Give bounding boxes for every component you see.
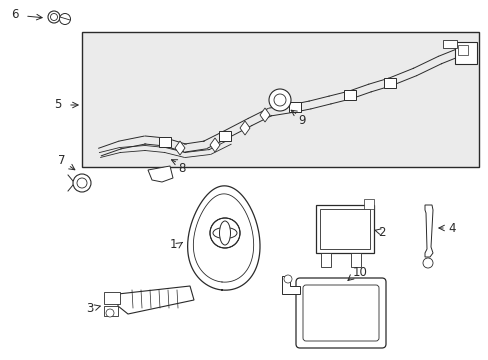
- Polygon shape: [175, 141, 184, 155]
- Text: 6: 6: [11, 9, 19, 22]
- Polygon shape: [118, 286, 194, 314]
- Bar: [454, 42, 476, 64]
- Text: 10: 10: [352, 266, 366, 279]
- Text: 9: 9: [298, 113, 305, 126]
- Circle shape: [48, 11, 60, 23]
- Bar: [350, 253, 360, 267]
- Polygon shape: [148, 166, 173, 182]
- Polygon shape: [260, 108, 269, 122]
- Polygon shape: [424, 205, 432, 257]
- Bar: [343, 90, 355, 100]
- Bar: [104, 306, 118, 316]
- Text: 5: 5: [54, 99, 61, 112]
- Circle shape: [50, 13, 58, 21]
- Bar: [159, 137, 171, 147]
- Polygon shape: [209, 138, 220, 152]
- Bar: [323, 255, 328, 261]
- Text: 3: 3: [86, 302, 94, 315]
- Bar: [383, 78, 395, 88]
- Text: 7: 7: [58, 153, 65, 166]
- Bar: [315, 205, 373, 253]
- Polygon shape: [282, 276, 299, 294]
- Circle shape: [273, 94, 285, 106]
- Bar: [319, 209, 369, 249]
- Circle shape: [422, 258, 432, 268]
- Circle shape: [284, 275, 291, 283]
- Circle shape: [73, 174, 91, 192]
- Bar: [104, 292, 120, 304]
- Circle shape: [60, 13, 70, 24]
- Bar: [363, 199, 373, 209]
- Circle shape: [77, 178, 87, 188]
- Bar: [288, 102, 301, 112]
- Bar: [457, 45, 467, 55]
- Bar: [320, 253, 330, 267]
- FancyBboxPatch shape: [303, 285, 378, 341]
- Text: 1: 1: [169, 238, 176, 252]
- Ellipse shape: [213, 228, 237, 238]
- Ellipse shape: [219, 221, 230, 245]
- Text: 8: 8: [178, 162, 185, 175]
- Polygon shape: [240, 121, 249, 135]
- Bar: [153, 171, 160, 178]
- Bar: [82, 32, 478, 167]
- Bar: [219, 131, 230, 141]
- FancyBboxPatch shape: [295, 278, 385, 348]
- Text: 4: 4: [447, 221, 455, 234]
- Circle shape: [106, 309, 114, 317]
- Bar: [442, 40, 456, 48]
- Text: 2: 2: [378, 225, 385, 238]
- Circle shape: [268, 89, 290, 111]
- Bar: [352, 255, 358, 261]
- Circle shape: [209, 218, 240, 248]
